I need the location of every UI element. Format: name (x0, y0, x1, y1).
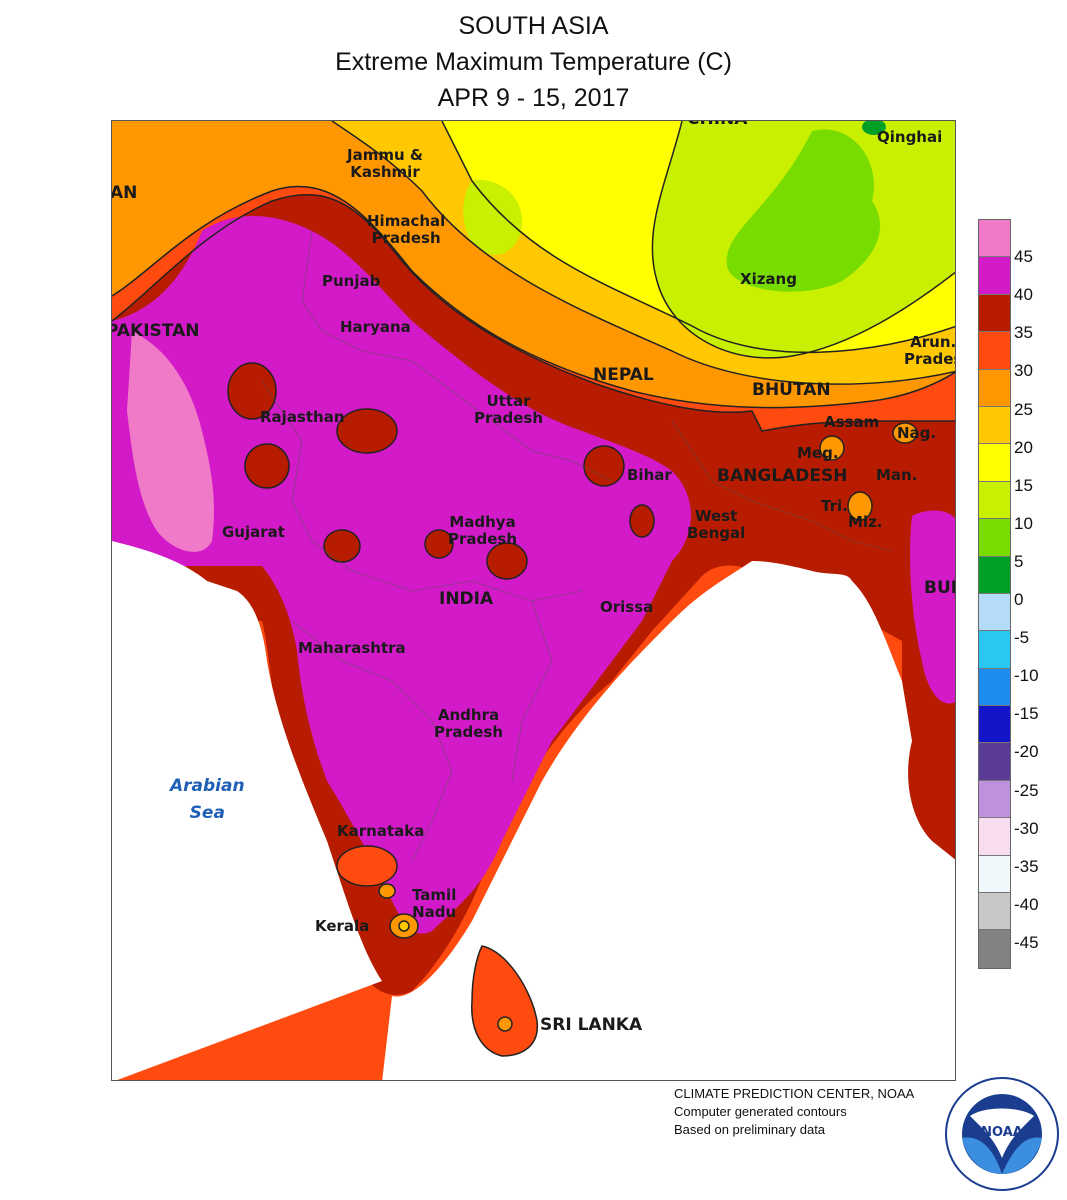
legend-tick-label: 30 (1014, 361, 1033, 381)
legend-tick-label: 35 (1014, 323, 1033, 343)
legend-tick-label: 0 (1014, 590, 1024, 609)
legend-swatch (979, 631, 1010, 669)
label-assam: Assam (824, 413, 880, 431)
label-punjab: Punjab (322, 272, 381, 290)
legend-tick-label: 40 (1014, 285, 1033, 305)
legend-tick-label: -45 (1014, 932, 1039, 952)
label-afghanistan: AN (111, 183, 138, 203)
band-10-15-west (463, 180, 522, 255)
band-40-45-east (910, 510, 955, 704)
label-manipur: Man. (876, 466, 918, 484)
label-orissa: Orissa (600, 598, 654, 616)
label-bangladesh: BANGLADESH (717, 466, 848, 486)
legend-swatch (979, 706, 1010, 744)
legend-swatch (979, 818, 1010, 856)
map-date-range: APR 9 - 15, 2017 (437, 84, 630, 112)
legend-swatch (979, 556, 1010, 594)
noaa-logo-text: NOAA (981, 1125, 1023, 1140)
label-gujarat: Gujarat (222, 523, 285, 541)
legend-tick-label: -25 (1014, 780, 1039, 800)
legend-tick-label: 45 (1014, 247, 1033, 267)
label-india: INDIA (439, 589, 494, 609)
label-qinghai: Qinghai (877, 128, 943, 146)
label-china: CHINA (687, 121, 747, 128)
band-5-10 (726, 129, 881, 292)
label-bhutan: BHUTAN (752, 380, 831, 400)
band-0-5 (862, 121, 886, 135)
legend-tick-label: 20 (1014, 437, 1033, 457)
credit-line-3: Based on preliminary data (674, 1122, 826, 1137)
legend-swatch (979, 444, 1010, 482)
legend-tick-label: 10 (1014, 513, 1033, 533)
label-maharashtra: Maharashtra (298, 639, 406, 657)
label-tamil-nadu: Tamil Nadu (412, 886, 457, 921)
legend-tick-label: -20 (1014, 742, 1039, 762)
label-himachal: Himachal Pradesh (367, 212, 446, 247)
arabian-sea (112, 541, 382, 1080)
label-arabian-sea: Arabian Sea (170, 776, 245, 823)
label-xizang: Xizang (740, 270, 797, 288)
legend-tick-label: -5 (1014, 628, 1030, 648)
label-jammu-kashmir: Jammu & Kashmir (347, 146, 423, 181)
label-andhra-pradesh: Andhra Pradesh (434, 706, 504, 741)
label-tripura: Tri. (821, 497, 848, 515)
legend-tick-label: -15 (1014, 704, 1039, 724)
legend-swatch (979, 668, 1010, 707)
noaa-logo: NOAA (945, 1077, 1059, 1191)
label-kerala: Kerala (315, 917, 370, 935)
legend-color-bar (978, 219, 1011, 969)
legend-tick-label: 15 (1014, 475, 1033, 495)
label-bihar: Bihar (627, 466, 672, 484)
legend-swatch (979, 257, 1010, 295)
legend-swatch (979, 406, 1010, 445)
hot-spots (227, 362, 918, 939)
legend-tick-label: -10 (1014, 666, 1039, 686)
legend-swatch (979, 369, 1010, 407)
legend-swatch (979, 220, 1010, 258)
legend-swatch (979, 743, 1010, 781)
label-sri-lanka: SRI LANKA (540, 1015, 643, 1035)
label-haryana: Haryana (340, 318, 411, 336)
legend-tick-label: -40 (1014, 894, 1039, 914)
legend-swatch (979, 481, 1010, 520)
map-subtitle: Extreme Maximum Temperature (C) (335, 48, 732, 76)
legend-tick-label: 25 (1014, 399, 1033, 419)
label-nepal: NEPAL (593, 365, 654, 385)
contour-lines (112, 121, 955, 432)
map-shapes (112, 121, 955, 1080)
label-west-bengal: West Bengal (687, 507, 746, 542)
legend-swatch (979, 893, 1010, 931)
map-title: SOUTH ASIA (458, 12, 609, 40)
legend-tick-label: -30 (1014, 818, 1039, 838)
label-meghalaya: Meg. (797, 444, 839, 462)
legend-tick-label: -35 (1014, 856, 1039, 876)
legend-swatch (979, 294, 1010, 333)
label-karnataka: Karnataka (337, 822, 425, 840)
credit-line-1: CLIMATE PREDICTION CENTER, NOAA (674, 1086, 915, 1101)
legend-tick-label: 5 (1014, 551, 1024, 571)
state-borders (261, 230, 893, 862)
label-nagaland: Nag. (897, 424, 937, 442)
legend-swatch (979, 930, 1010, 968)
label-pakistan: PAKISTAN (111, 321, 200, 341)
temperature-map: CHINA AN Jammu & Kashmir Qinghai Himacha… (111, 120, 956, 1081)
legend-swatch (979, 332, 1010, 370)
label-rajasthan: Rajasthan (260, 408, 345, 426)
band-45-50 (127, 331, 214, 552)
label-uttar-pradesh: Uttar Pradesh (474, 392, 544, 427)
label-burma: BUR (924, 578, 955, 598)
label-madhya-pradesh: Madhya Pradesh (448, 513, 518, 548)
legend-swatch (979, 519, 1010, 557)
legend-swatch (979, 855, 1010, 894)
label-arunachal: Arun. Prades (904, 333, 956, 368)
label-mizoram: Miz. (848, 513, 883, 531)
bay-of-bengal (382, 561, 955, 1080)
credit-line-2: Computer generated contours (674, 1104, 847, 1119)
legend-swatch (979, 593, 1010, 632)
legend-swatch (979, 780, 1010, 819)
sri-lanka-shape (471, 945, 538, 1057)
